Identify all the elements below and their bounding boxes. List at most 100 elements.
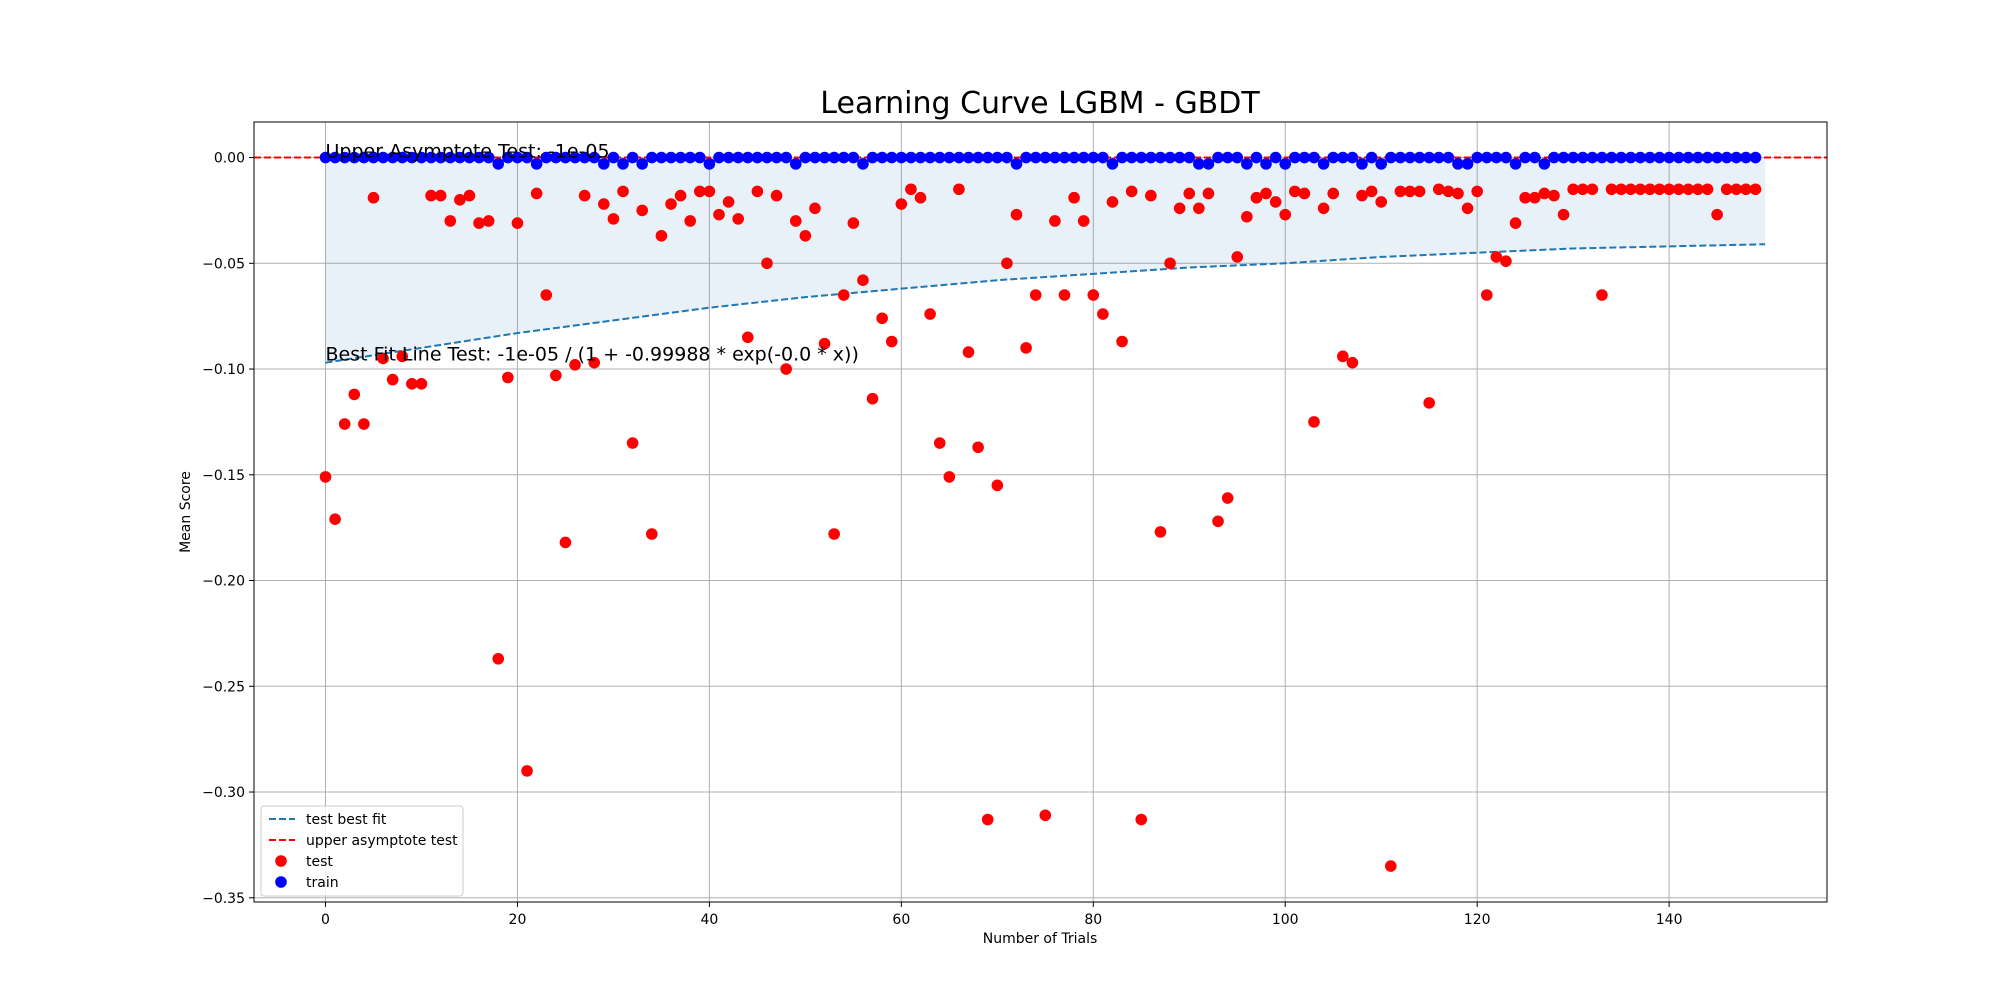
point — [905, 183, 917, 196]
point — [1404, 151, 1416, 164]
point — [972, 441, 984, 454]
point — [1528, 191, 1541, 204]
point — [559, 536, 572, 549]
point — [809, 151, 821, 164]
point — [1241, 210, 1253, 223]
point — [1548, 151, 1560, 164]
point — [1327, 151, 1340, 164]
annotation: Upper Asymptote Test: -1e-05 — [326, 141, 610, 163]
point — [780, 363, 792, 375]
point — [1452, 187, 1464, 200]
point — [636, 204, 649, 217]
point — [741, 151, 754, 164]
point — [1097, 151, 1109, 164]
point — [463, 151, 476, 164]
point — [406, 378, 418, 390]
point — [521, 151, 533, 164]
point — [1298, 151, 1311, 164]
point — [626, 437, 639, 449]
point — [1605, 183, 1618, 196]
y-tick-label: −0.05 — [202, 256, 245, 272]
point — [1058, 289, 1071, 301]
point — [1097, 308, 1109, 320]
point — [377, 352, 389, 365]
point — [1509, 158, 1522, 170]
point — [1653, 151, 1666, 164]
point — [684, 215, 696, 227]
point — [991, 151, 1004, 164]
point — [693, 151, 706, 164]
point — [1711, 151, 1723, 164]
point — [530, 187, 543, 200]
point — [876, 312, 888, 325]
point — [1692, 183, 1704, 196]
point — [674, 189, 687, 202]
x-axis-label: Number of Trials — [983, 931, 1098, 947]
point — [358, 418, 370, 430]
point — [1135, 813, 1148, 826]
point — [1106, 158, 1119, 170]
point — [1567, 151, 1579, 164]
point — [1365, 151, 1378, 164]
point — [1020, 342, 1032, 354]
point — [367, 191, 380, 204]
point — [1193, 158, 1205, 170]
point — [1193, 202, 1205, 215]
point — [1125, 151, 1138, 164]
legend-label: test — [306, 854, 333, 870]
point — [1279, 158, 1292, 170]
point — [338, 151, 351, 164]
point — [655, 151, 668, 164]
legend-label: upper asymptote test — [306, 833, 458, 849]
x-tick-label: 120 — [1464, 912, 1491, 928]
point — [981, 813, 994, 826]
point — [1394, 151, 1407, 164]
point — [741, 331, 754, 344]
point — [1327, 187, 1340, 200]
y-tick-label: −0.35 — [202, 891, 245, 907]
point — [1663, 183, 1675, 196]
point — [1461, 158, 1474, 170]
point — [425, 151, 437, 164]
y-tick-label: −0.15 — [202, 468, 245, 484]
point — [895, 198, 908, 210]
point — [1634, 151, 1647, 164]
point — [857, 274, 869, 286]
point — [540, 289, 553, 301]
point — [665, 198, 677, 210]
point — [1221, 151, 1234, 164]
point — [588, 151, 601, 164]
point — [1068, 151, 1080, 164]
point — [1250, 151, 1263, 164]
point — [905, 151, 917, 164]
point — [1154, 526, 1167, 538]
legend-box — [260, 805, 464, 897]
point — [1740, 183, 1752, 196]
point — [646, 528, 658, 540]
x-tick-label: 80 — [1084, 912, 1102, 928]
point — [338, 418, 351, 430]
point — [1548, 189, 1560, 202]
point — [1173, 151, 1186, 164]
point — [962, 151, 975, 164]
point — [1730, 183, 1743, 196]
point — [933, 151, 946, 164]
point — [751, 151, 764, 164]
point — [1461, 202, 1474, 215]
point — [598, 198, 610, 210]
point — [473, 151, 485, 164]
point — [1365, 185, 1378, 198]
point — [674, 151, 687, 164]
point — [1557, 208, 1570, 221]
point — [348, 151, 361, 164]
point — [1672, 151, 1685, 164]
point — [367, 151, 380, 164]
point — [1720, 151, 1733, 164]
point — [1519, 151, 1531, 164]
point — [895, 151, 908, 164]
point — [1356, 189, 1368, 202]
point — [550, 369, 562, 382]
point — [1490, 251, 1503, 263]
point — [1145, 189, 1157, 202]
